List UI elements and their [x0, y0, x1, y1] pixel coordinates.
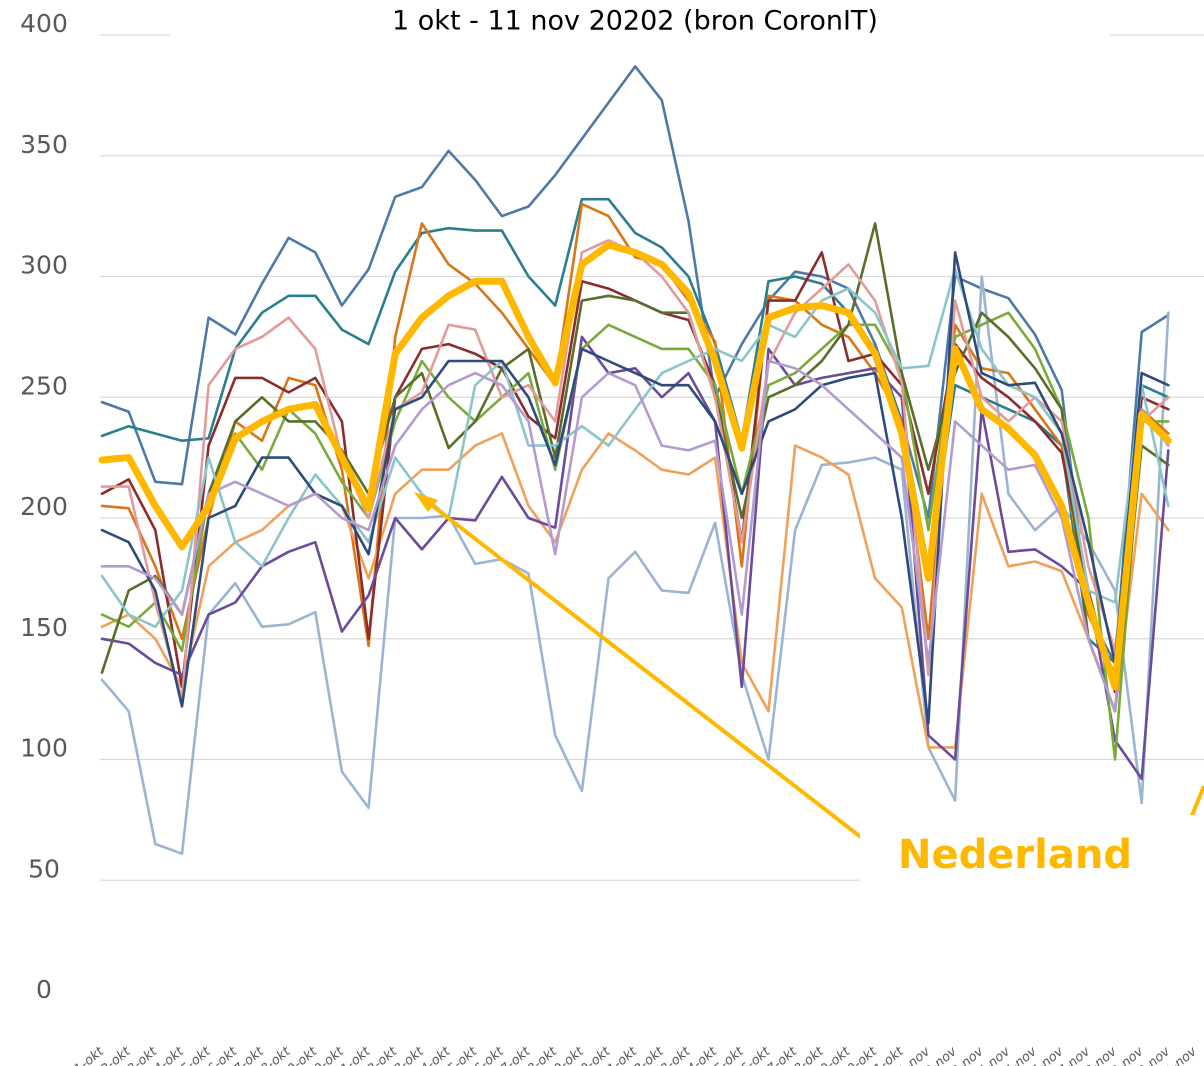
series-line — [100, 202, 1170, 677]
series-line — [100, 275, 1170, 855]
chart-title: 1 okt - 11 nov 20202 (bron CoronIT) — [392, 6, 878, 37]
y-tick-label: 200 — [20, 492, 68, 521]
grid: 0 50 100 150 200 250 300 350 400 — [20, 9, 1204, 1004]
y-tick-label: 300 — [20, 251, 68, 280]
series-line — [100, 197, 1170, 665]
y-tick-label: 100 — [20, 734, 68, 763]
series-line — [100, 268, 1170, 628]
series-line — [100, 311, 1170, 761]
y-tick-label: 400 — [20, 9, 68, 38]
series-line — [100, 251, 1170, 725]
annotation-background — [860, 815, 1204, 883]
series-line — [100, 65, 1170, 665]
y-tick-label: 250 — [20, 371, 68, 400]
series-line — [100, 335, 1170, 781]
y-tick-label: 350 — [20, 130, 68, 159]
highlight-line — [98, 241, 1172, 691]
annotation: Nederland — [414, 492, 1204, 883]
y-tick-label: 150 — [20, 613, 68, 642]
annotation-arrow — [423, 498, 864, 840]
series-line — [100, 359, 1170, 713]
annotation-label: Nederland — [898, 832, 1132, 878]
y-tick-label: 0 — [36, 975, 52, 1004]
annotation-arrowhead — [414, 492, 438, 512]
lines — [98, 65, 1172, 855]
x-axis: 1-okt2-okt3-okt4-okt5-okt6-okt7-okt8-okt… — [71, 1044, 1200, 1066]
title-background — [170, 2, 1110, 46]
series-line — [100, 432, 1170, 749]
y-tick-label: 50 — [28, 854, 60, 883]
